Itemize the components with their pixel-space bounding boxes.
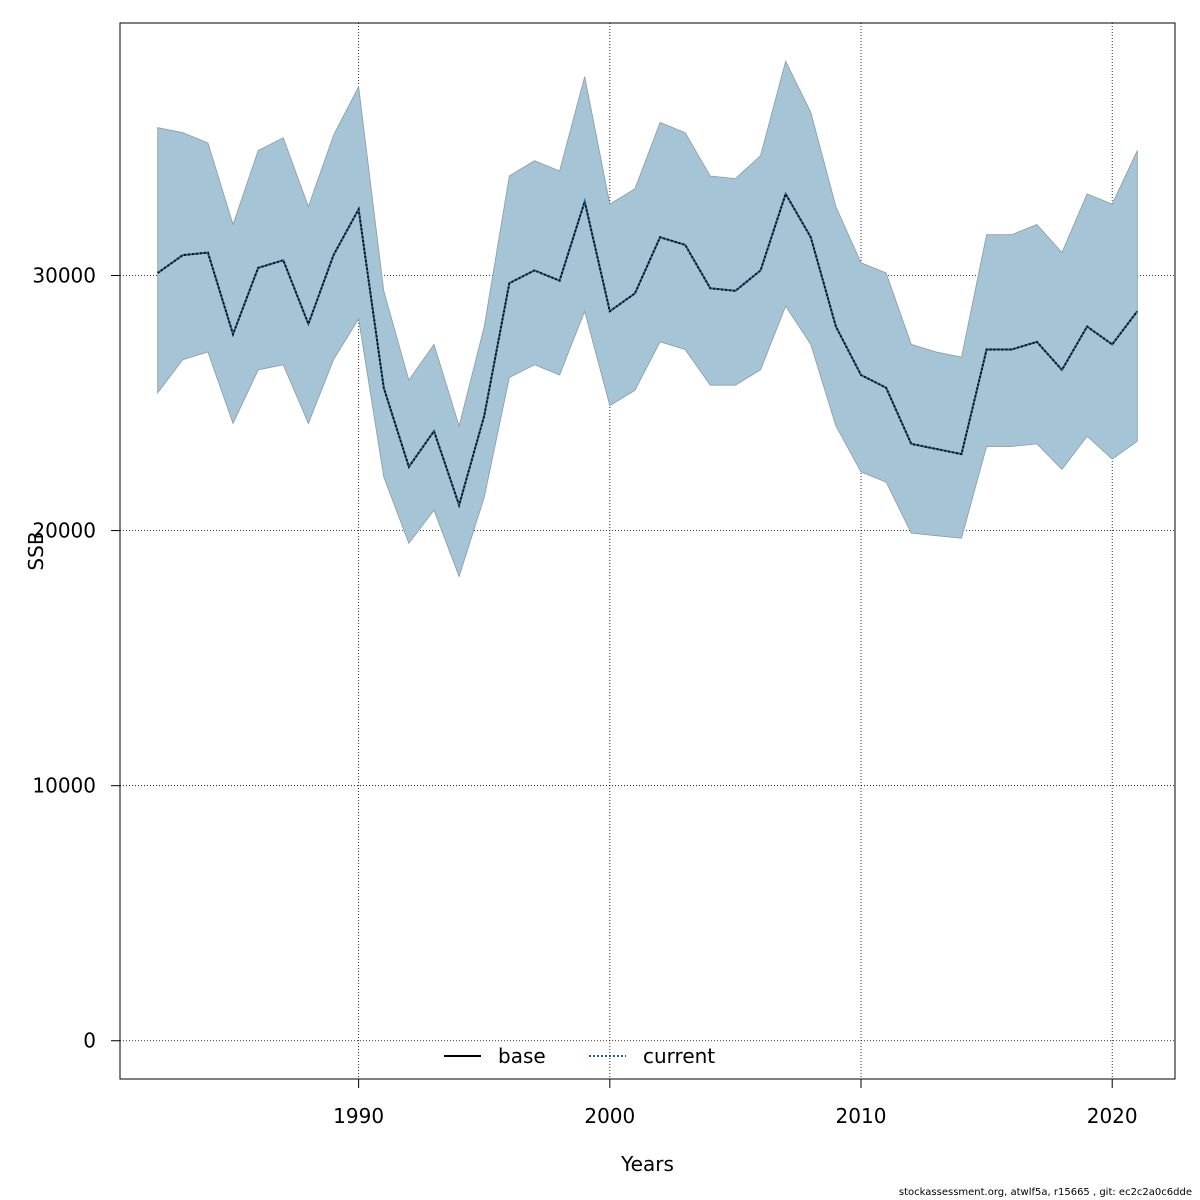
x-axis-title: Years <box>620 1152 674 1176</box>
y-tick-label-30000: 30000 <box>32 264 96 288</box>
y-tick-label-20000: 20000 <box>32 519 96 543</box>
y-tick-label-0: 0 <box>83 1029 96 1053</box>
x-tick-label-2010: 2010 <box>836 1104 887 1128</box>
legend-label-current: current <box>643 1044 715 1068</box>
legend: base current <box>444 1044 715 1068</box>
series-line-base <box>157 191 1139 509</box>
y-tick-label-10000: 10000 <box>32 774 96 798</box>
x-tick-label-2000: 2000 <box>584 1104 635 1128</box>
x-axis: 1990 2000 2010 2020 <box>333 1079 1138 1128</box>
confidence-band <box>157 60 1138 578</box>
footer-credit: stockassessment.org, atwlf5a, r15665 , g… <box>898 1187 1192 1198</box>
series-line-current <box>157 191 1139 509</box>
y-axis-title: SSB <box>24 531 48 570</box>
plot-area-box <box>119 22 1176 1080</box>
x-tick-label-1990: 1990 <box>333 1104 384 1128</box>
y-axis: 0 10000 20000 30000 <box>32 264 120 1053</box>
x-tick-label-2020: 2020 <box>1087 1104 1138 1128</box>
legend-label-base: base <box>498 1044 546 1068</box>
